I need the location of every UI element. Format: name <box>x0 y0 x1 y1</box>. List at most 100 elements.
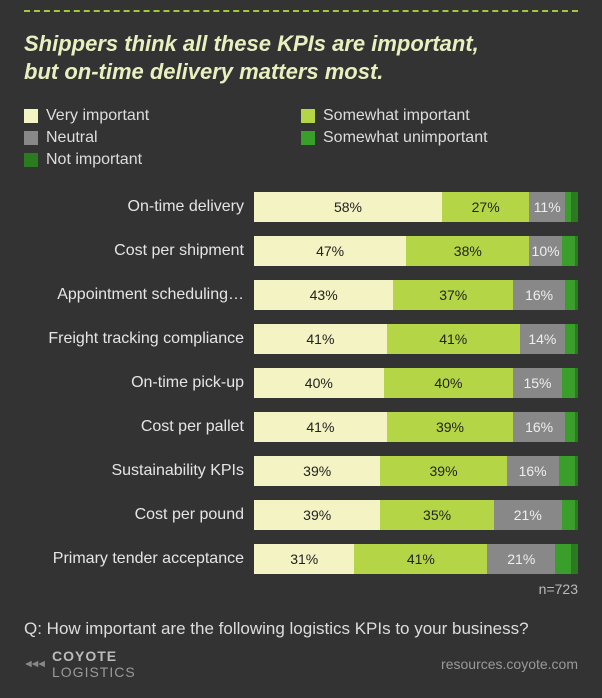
bar-segment-neutral: 16% <box>507 456 559 486</box>
bar-segment-not_important <box>575 500 578 530</box>
bar-segment-somewhat_important: 41% <box>354 544 487 574</box>
title-line-2: but on-time delivery matters most. <box>24 59 383 84</box>
title-line-1: Shippers think all these KPIs are import… <box>24 31 479 56</box>
legend-label: Neutral <box>46 129 98 147</box>
bar-segment-somewhat_unimportant <box>565 280 575 310</box>
bar-segment-somewhat_unimportant <box>555 544 571 574</box>
bar-segment-neutral: 14% <box>520 324 565 354</box>
row-label: Cost per shipment <box>24 242 254 260</box>
bar-segment-neutral: 10% <box>529 236 561 266</box>
bar-segment-very_important: 47% <box>254 236 406 266</box>
chart-row: Cost per pallet41%39%16% <box>24 411 578 443</box>
stacked-bar: 58%27%11% <box>254 192 578 222</box>
chart-row: On-time delivery58%27%11% <box>24 191 578 223</box>
bar-segment-somewhat_unimportant <box>559 456 575 486</box>
bar-segment-very_important: 41% <box>254 412 387 442</box>
bar-segment-very_important: 41% <box>254 324 387 354</box>
row-label: Appointment scheduling… <box>24 286 254 304</box>
bar-segment-somewhat_important: 37% <box>393 280 513 310</box>
chart-row: Freight tracking compliance41%41%14% <box>24 323 578 355</box>
bar-segment-somewhat_unimportant <box>562 236 575 266</box>
chart-row: Appointment scheduling…43%37%16% <box>24 279 578 311</box>
legend-label: Somewhat unimportant <box>323 129 488 147</box>
bar-segment-somewhat_unimportant <box>562 368 575 398</box>
bar-segment-not_important <box>571 192 577 222</box>
bar-segment-neutral: 11% <box>529 192 565 222</box>
legend-item: Neutral <box>24 129 301 147</box>
chart-row: Cost per pound39%35%21% <box>24 499 578 531</box>
bar-segment-not_important <box>575 368 578 398</box>
stacked-bar-chart: On-time delivery58%27%11% Cost per shipme… <box>24 191 578 575</box>
row-label: Primary tender acceptance <box>24 550 254 568</box>
bar-segment-neutral: 16% <box>513 280 565 310</box>
stacked-bar: 41%39%16% <box>254 412 578 442</box>
legend-item: Somewhat unimportant <box>301 129 578 147</box>
legend-label: Somewhat important <box>323 107 470 125</box>
bar-segment-not_important <box>575 280 578 310</box>
row-label: Cost per pallet <box>24 418 254 436</box>
bar-segment-not_important <box>575 456 578 486</box>
stacked-bar: 47%38%10% <box>254 236 578 266</box>
stacked-bar: 41%41%14% <box>254 324 578 354</box>
stacked-bar: 43%37%16% <box>254 280 578 310</box>
legend-swatch <box>301 131 315 145</box>
stacked-bar: 39%39%16% <box>254 456 578 486</box>
bar-segment-somewhat_unimportant <box>565 412 575 442</box>
bar-segment-somewhat_important: 41% <box>387 324 520 354</box>
bar-segment-very_important: 40% <box>254 368 384 398</box>
infographic-page: Shippers think all these KPIs are import… <box>0 10 602 698</box>
bar-segment-somewhat_unimportant <box>562 500 575 530</box>
bar-segment-not_important <box>575 324 578 354</box>
logo-sub: LOGISTICS <box>52 664 136 680</box>
bar-segment-neutral: 21% <box>494 500 562 530</box>
survey-question: Q: How important are the following logis… <box>24 619 578 639</box>
bar-segment-somewhat_important: 35% <box>380 500 493 530</box>
chart-row: Primary tender acceptance31%41%21% <box>24 543 578 575</box>
bar-segment-very_important: 58% <box>254 192 442 222</box>
bar-segment-somewhat_unimportant <box>565 324 575 354</box>
legend-swatch <box>301 109 315 123</box>
legend-swatch <box>24 153 38 167</box>
bar-segment-neutral: 21% <box>487 544 555 574</box>
row-label: Sustainability KPIs <box>24 462 254 480</box>
chart-title: Shippers think all these KPIs are import… <box>24 30 578 85</box>
legend-item: Somewhat important <box>301 107 578 125</box>
bar-segment-somewhat_important: 39% <box>380 456 506 486</box>
row-label: Freight tracking compliance <box>24 330 254 348</box>
legend-swatch <box>24 109 38 123</box>
bar-segment-somewhat_important: 38% <box>406 236 529 266</box>
row-label: On-time delivery <box>24 198 254 216</box>
logo-icon <box>24 658 46 670</box>
stacked-bar: 31%41%21% <box>254 544 578 574</box>
bar-segment-neutral: 15% <box>513 368 562 398</box>
top-accent-line <box>24 10 578 12</box>
chart-row: Sustainability KPIs39%39%16% <box>24 455 578 487</box>
bar-segment-somewhat_important: 39% <box>387 412 513 442</box>
chart-legend: Very important Somewhat important Neutral S… <box>24 107 578 173</box>
bar-segment-very_important: 39% <box>254 500 380 530</box>
bar-segment-neutral: 16% <box>513 412 565 442</box>
bar-segment-not_important <box>571 544 577 574</box>
logo-brand: COYOTE <box>52 648 117 664</box>
legend-swatch <box>24 131 38 145</box>
legend-item: Not important <box>24 151 301 169</box>
row-label: Cost per pound <box>24 506 254 524</box>
bar-segment-very_important: 39% <box>254 456 380 486</box>
brand-logo: COYOTE LOGISTICS <box>24 648 136 680</box>
row-label: On-time pick-up <box>24 374 254 392</box>
legend-label: Very important <box>46 107 149 125</box>
sample-size-note: n=723 <box>24 581 578 597</box>
legend-item: Very important <box>24 107 301 125</box>
footer: COYOTE LOGISTICS resources.coyote.com <box>24 648 578 680</box>
logo-text: COYOTE LOGISTICS <box>52 648 136 680</box>
bar-segment-somewhat_important: 27% <box>442 192 529 222</box>
bar-segment-not_important <box>575 412 578 442</box>
chart-row: On-time pick-up40%40%15% <box>24 367 578 399</box>
bar-segment-very_important: 31% <box>254 544 354 574</box>
stacked-bar: 40%40%15% <box>254 368 578 398</box>
bar-segment-not_important <box>575 236 578 266</box>
bar-segment-very_important: 43% <box>254 280 393 310</box>
bar-segment-somewhat_important: 40% <box>384 368 514 398</box>
stacked-bar: 39%35%21% <box>254 500 578 530</box>
footer-url: resources.coyote.com <box>441 656 578 672</box>
